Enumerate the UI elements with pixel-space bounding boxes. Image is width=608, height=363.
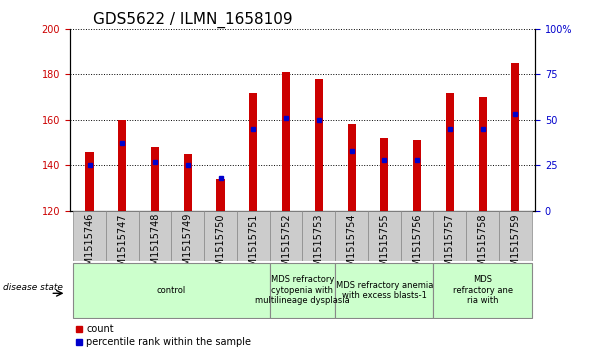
Bar [335, 211, 368, 261]
Bar [151, 147, 159, 363]
Bar [446, 93, 454, 363]
Text: MDS refractory anemia
with excess blasts-1: MDS refractory anemia with excess blasts… [336, 281, 433, 300]
Bar [118, 120, 126, 363]
Bar [270, 211, 303, 261]
Text: GSM1515752: GSM1515752 [281, 213, 291, 279]
Bar [466, 211, 499, 261]
Bar [184, 154, 192, 363]
Bar [73, 211, 106, 261]
Text: MDS refractory
cytopenia with
multilineage dysplasia: MDS refractory cytopenia with multilinea… [255, 276, 350, 305]
Bar [478, 97, 487, 363]
Text: GSM1515757: GSM1515757 [445, 213, 455, 279]
Text: disease state: disease state [4, 283, 63, 292]
Text: GSM1515755: GSM1515755 [379, 213, 389, 279]
Bar [380, 138, 389, 363]
Bar [73, 262, 270, 318]
Text: GSM1515754: GSM1515754 [347, 213, 357, 278]
Text: GSM1515759: GSM1515759 [510, 213, 520, 278]
Text: GSM1515753: GSM1515753 [314, 213, 324, 278]
Bar [302, 211, 335, 261]
Bar [413, 140, 421, 363]
Text: control: control [157, 286, 186, 295]
Bar [171, 211, 204, 261]
Bar [86, 152, 94, 363]
Bar [499, 211, 532, 261]
Bar [282, 72, 290, 363]
Bar [270, 262, 335, 318]
Bar [335, 262, 434, 318]
Bar [434, 211, 466, 261]
Text: GSM1515758: GSM1515758 [478, 213, 488, 278]
Text: GDS5622 / ILMN_1658109: GDS5622 / ILMN_1658109 [93, 12, 293, 28]
Bar [139, 211, 171, 261]
Text: GSM1515751: GSM1515751 [248, 213, 258, 278]
Bar [237, 211, 270, 261]
Bar [315, 79, 323, 363]
Text: MDS
refractory ane
ria with: MDS refractory ane ria with [452, 276, 513, 305]
Text: GSM1515747: GSM1515747 [117, 213, 127, 278]
Text: GSM1515756: GSM1515756 [412, 213, 422, 278]
Bar [348, 124, 356, 363]
Text: GSM1515750: GSM1515750 [216, 213, 226, 278]
Bar [434, 262, 532, 318]
Text: GSM1515748: GSM1515748 [150, 213, 160, 278]
Bar [216, 179, 225, 363]
Bar [368, 211, 401, 261]
Bar [204, 211, 237, 261]
Bar [106, 211, 139, 261]
Text: GSM1515749: GSM1515749 [183, 213, 193, 278]
Text: GSM1515746: GSM1515746 [85, 213, 95, 278]
Bar [249, 93, 257, 363]
Bar [511, 63, 519, 363]
Bar [401, 211, 434, 261]
Legend: count, percentile rank within the sample: count, percentile rank within the sample [75, 324, 252, 347]
